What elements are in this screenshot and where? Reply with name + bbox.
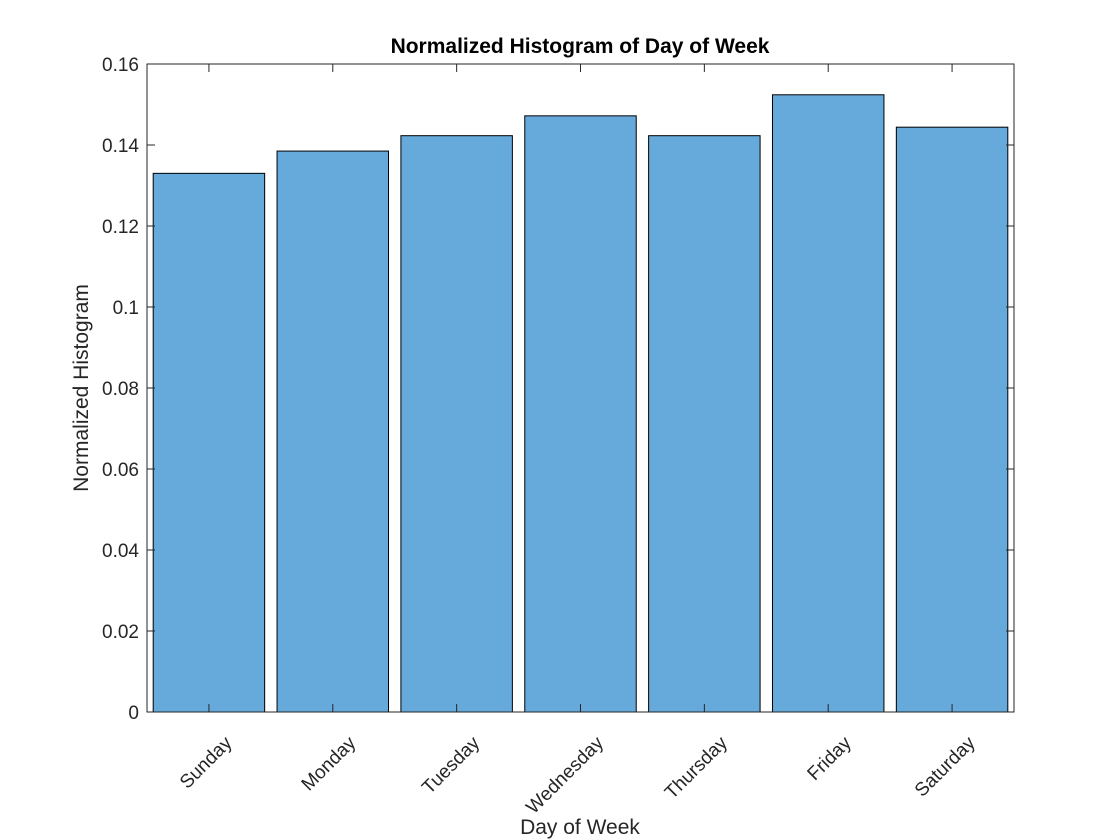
y-tick-label: 0.12 <box>102 217 139 238</box>
y-tick-label: 0.1 <box>113 298 139 319</box>
bar-monday <box>276 150 390 713</box>
chart-title: Normalized Histogram of Day of Week <box>391 35 770 58</box>
y-tick-label: 0 <box>128 703 139 724</box>
y-tick-label: 0.02 <box>102 622 139 643</box>
y-tick-label: 0.16 <box>102 55 139 76</box>
x-axis-title: Day of Week <box>520 816 640 839</box>
y-tick-label: 0.04 <box>102 541 139 562</box>
bar-thursday <box>648 135 761 713</box>
bars-group <box>152 94 1009 713</box>
bar-tuesday <box>400 135 513 713</box>
y-tick-label: 0.08 <box>102 379 139 400</box>
y-tick-label: 0.06 <box>102 460 139 481</box>
y-tick-label: 0.14 <box>102 136 139 157</box>
y-axis-title: Normalized Histogram <box>70 284 93 492</box>
bar-wednesday <box>524 115 637 713</box>
bar-saturday <box>895 126 1009 713</box>
bar-sunday <box>152 172 266 713</box>
bar-friday <box>771 94 885 713</box>
